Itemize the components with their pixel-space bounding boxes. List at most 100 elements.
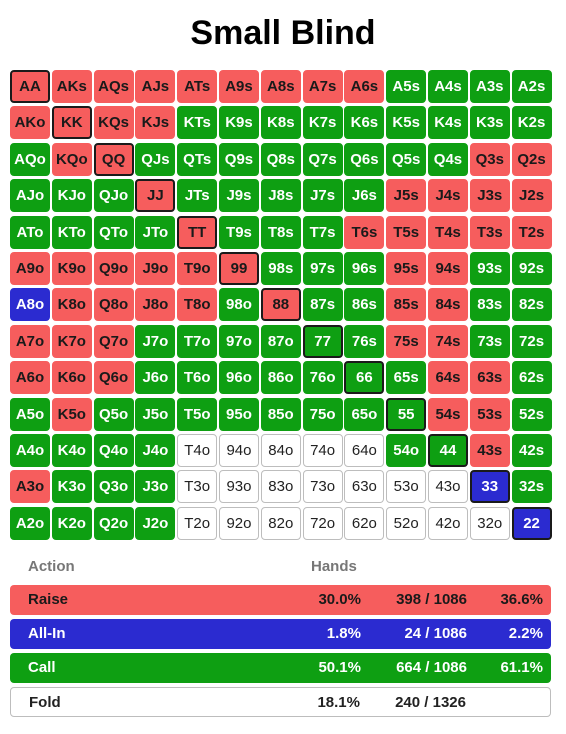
hand-cell[interactable]: 92o [218,506,259,540]
hand-cell[interactable]: K9s [218,106,259,140]
hand-cell[interactable]: K6s [344,106,385,140]
hand-cell[interactable]: T3s [469,215,510,249]
hand-cell[interactable]: K3o [51,470,92,504]
hand-cell[interactable]: Q2o [93,506,134,540]
hand-cell[interactable]: 84s [427,288,468,322]
hand-cell[interactable]: ATs [177,70,218,103]
hand-cell[interactable]: 98o [218,288,259,322]
hand-cell[interactable]: ATo [10,215,50,249]
hand-cell[interactable]: JTo [135,215,176,249]
hand-cell[interactable]: T7o [177,324,218,358]
hand-cell[interactable]: 92s [511,251,552,285]
hand-cell[interactable]: Q5s [386,142,427,176]
hand-cell[interactable]: KQs [93,106,134,140]
hand-cell[interactable]: 53o [386,470,427,504]
hand-cell[interactable]: T6o [177,361,218,395]
hand-cell[interactable]: K2s [511,106,552,140]
hand-cell[interactable]: A4o [10,433,50,467]
hand-cell[interactable]: QTo [93,215,134,249]
hand-cell[interactable]: JJ [135,179,176,213]
hand-cell[interactable]: 82s [511,288,552,322]
hand-cell[interactable]: 32s [511,470,552,504]
hand-cell[interactable]: 53s [469,397,510,431]
hand-cell[interactable]: QJs [135,142,176,176]
hand-cell[interactable]: A7o [10,324,50,358]
hand-cell[interactable]: T5o [177,397,218,431]
hand-cell[interactable]: K4s [427,106,468,140]
hand-cell[interactable]: Q4s [427,142,468,176]
hand-cell[interactable]: KTo [51,215,92,249]
hand-cell[interactable]: 77 [302,324,343,358]
hand-cell[interactable]: 95o [218,397,259,431]
hand-cell[interactable]: J5o [135,397,176,431]
hand-cell[interactable]: A7s [302,70,343,103]
hand-cell[interactable]: Q7o [93,324,134,358]
hand-cell[interactable]: QTs [177,142,218,176]
hand-cell[interactable]: Q5o [93,397,134,431]
hand-cell[interactable]: 94s [427,251,468,285]
hand-cell[interactable]: QQ [93,142,134,176]
hand-cell[interactable]: Q4o [93,433,134,467]
hand-cell[interactable]: K4o [51,433,92,467]
hand-cell[interactable]: A2s [511,70,552,103]
hand-cell[interactable]: K3s [469,106,510,140]
hand-cell[interactable]: 64o [344,433,385,467]
hand-cell[interactable]: K2o [51,506,92,540]
hand-cell[interactable]: 63o [344,470,385,504]
hand-cell[interactable]: Q3o [93,470,134,504]
hand-cell[interactable]: A6o [10,361,50,395]
hand-cell[interactable]: 76s [344,324,385,358]
hand-cell[interactable]: T8o [177,288,218,322]
hand-cell[interactable]: K7s [302,106,343,140]
hand-cell[interactable]: T4s [427,215,468,249]
hand-cell[interactable]: 86s [344,288,385,322]
hand-cell[interactable]: 62s [511,361,552,395]
hand-cell[interactable]: 75s [386,324,427,358]
hand-cell[interactable]: KJo [51,179,92,213]
hand-cell[interactable]: 66 [344,361,385,395]
hand-cell[interactable]: A8o [10,288,50,322]
hand-cell[interactable]: 65o [344,397,385,431]
hand-cell[interactable]: 62o [344,506,385,540]
hand-cell[interactable]: Q7s [302,142,343,176]
hand-cell[interactable]: 82o [260,506,301,540]
hand-cell[interactable]: 93o [218,470,259,504]
hand-cell[interactable]: 97o [218,324,259,358]
hand-cell[interactable]: 75o [302,397,343,431]
hand-cell[interactable]: 52s [511,397,552,431]
hand-cell[interactable]: 73s [469,324,510,358]
hand-cell[interactable]: 32o [469,506,510,540]
hand-cell[interactable]: 63s [469,361,510,395]
hand-cell[interactable]: 72s [511,324,552,358]
hand-cell[interactable]: K7o [51,324,92,358]
hand-cell[interactable]: KJs [135,106,176,140]
hand-cell[interactable]: 33 [469,470,510,504]
hand-cell[interactable]: 42s [511,433,552,467]
hand-cell[interactable]: Q8o [93,288,134,322]
hand-cell[interactable]: T2s [511,215,552,249]
hand-cell[interactable]: A3o [10,470,50,504]
hand-cell[interactable]: Q3s [469,142,510,176]
hand-cell[interactable]: T5s [386,215,427,249]
hand-cell[interactable]: AKo [10,106,50,140]
hand-cell[interactable]: 83s [469,288,510,322]
hand-cell[interactable]: 54s [427,397,468,431]
hand-cell[interactable]: 64s [427,361,468,395]
hand-cell[interactable]: J3s [469,179,510,213]
hand-cell[interactable]: A9o [10,251,50,285]
hand-cell[interactable]: K8o [51,288,92,322]
hand-cell[interactable]: Q6s [344,142,385,176]
hand-cell[interactable]: Q8s [260,142,301,176]
hand-cell[interactable]: TT [177,215,218,249]
hand-cell[interactable]: T2o [177,506,218,540]
hand-cell[interactable]: KQo [51,142,92,176]
hand-cell[interactable]: 73o [302,470,343,504]
hand-cell[interactable]: J7s [302,179,343,213]
hand-cell[interactable]: AQo [10,142,50,176]
hand-cell[interactable]: 43o [427,470,468,504]
hand-cell[interactable]: A6s [344,70,385,103]
hand-cell[interactable]: A4s [427,70,468,103]
hand-cell[interactable]: A8s [260,70,301,103]
hand-cell[interactable]: J4s [427,179,468,213]
hand-cell[interactable]: J8s [260,179,301,213]
